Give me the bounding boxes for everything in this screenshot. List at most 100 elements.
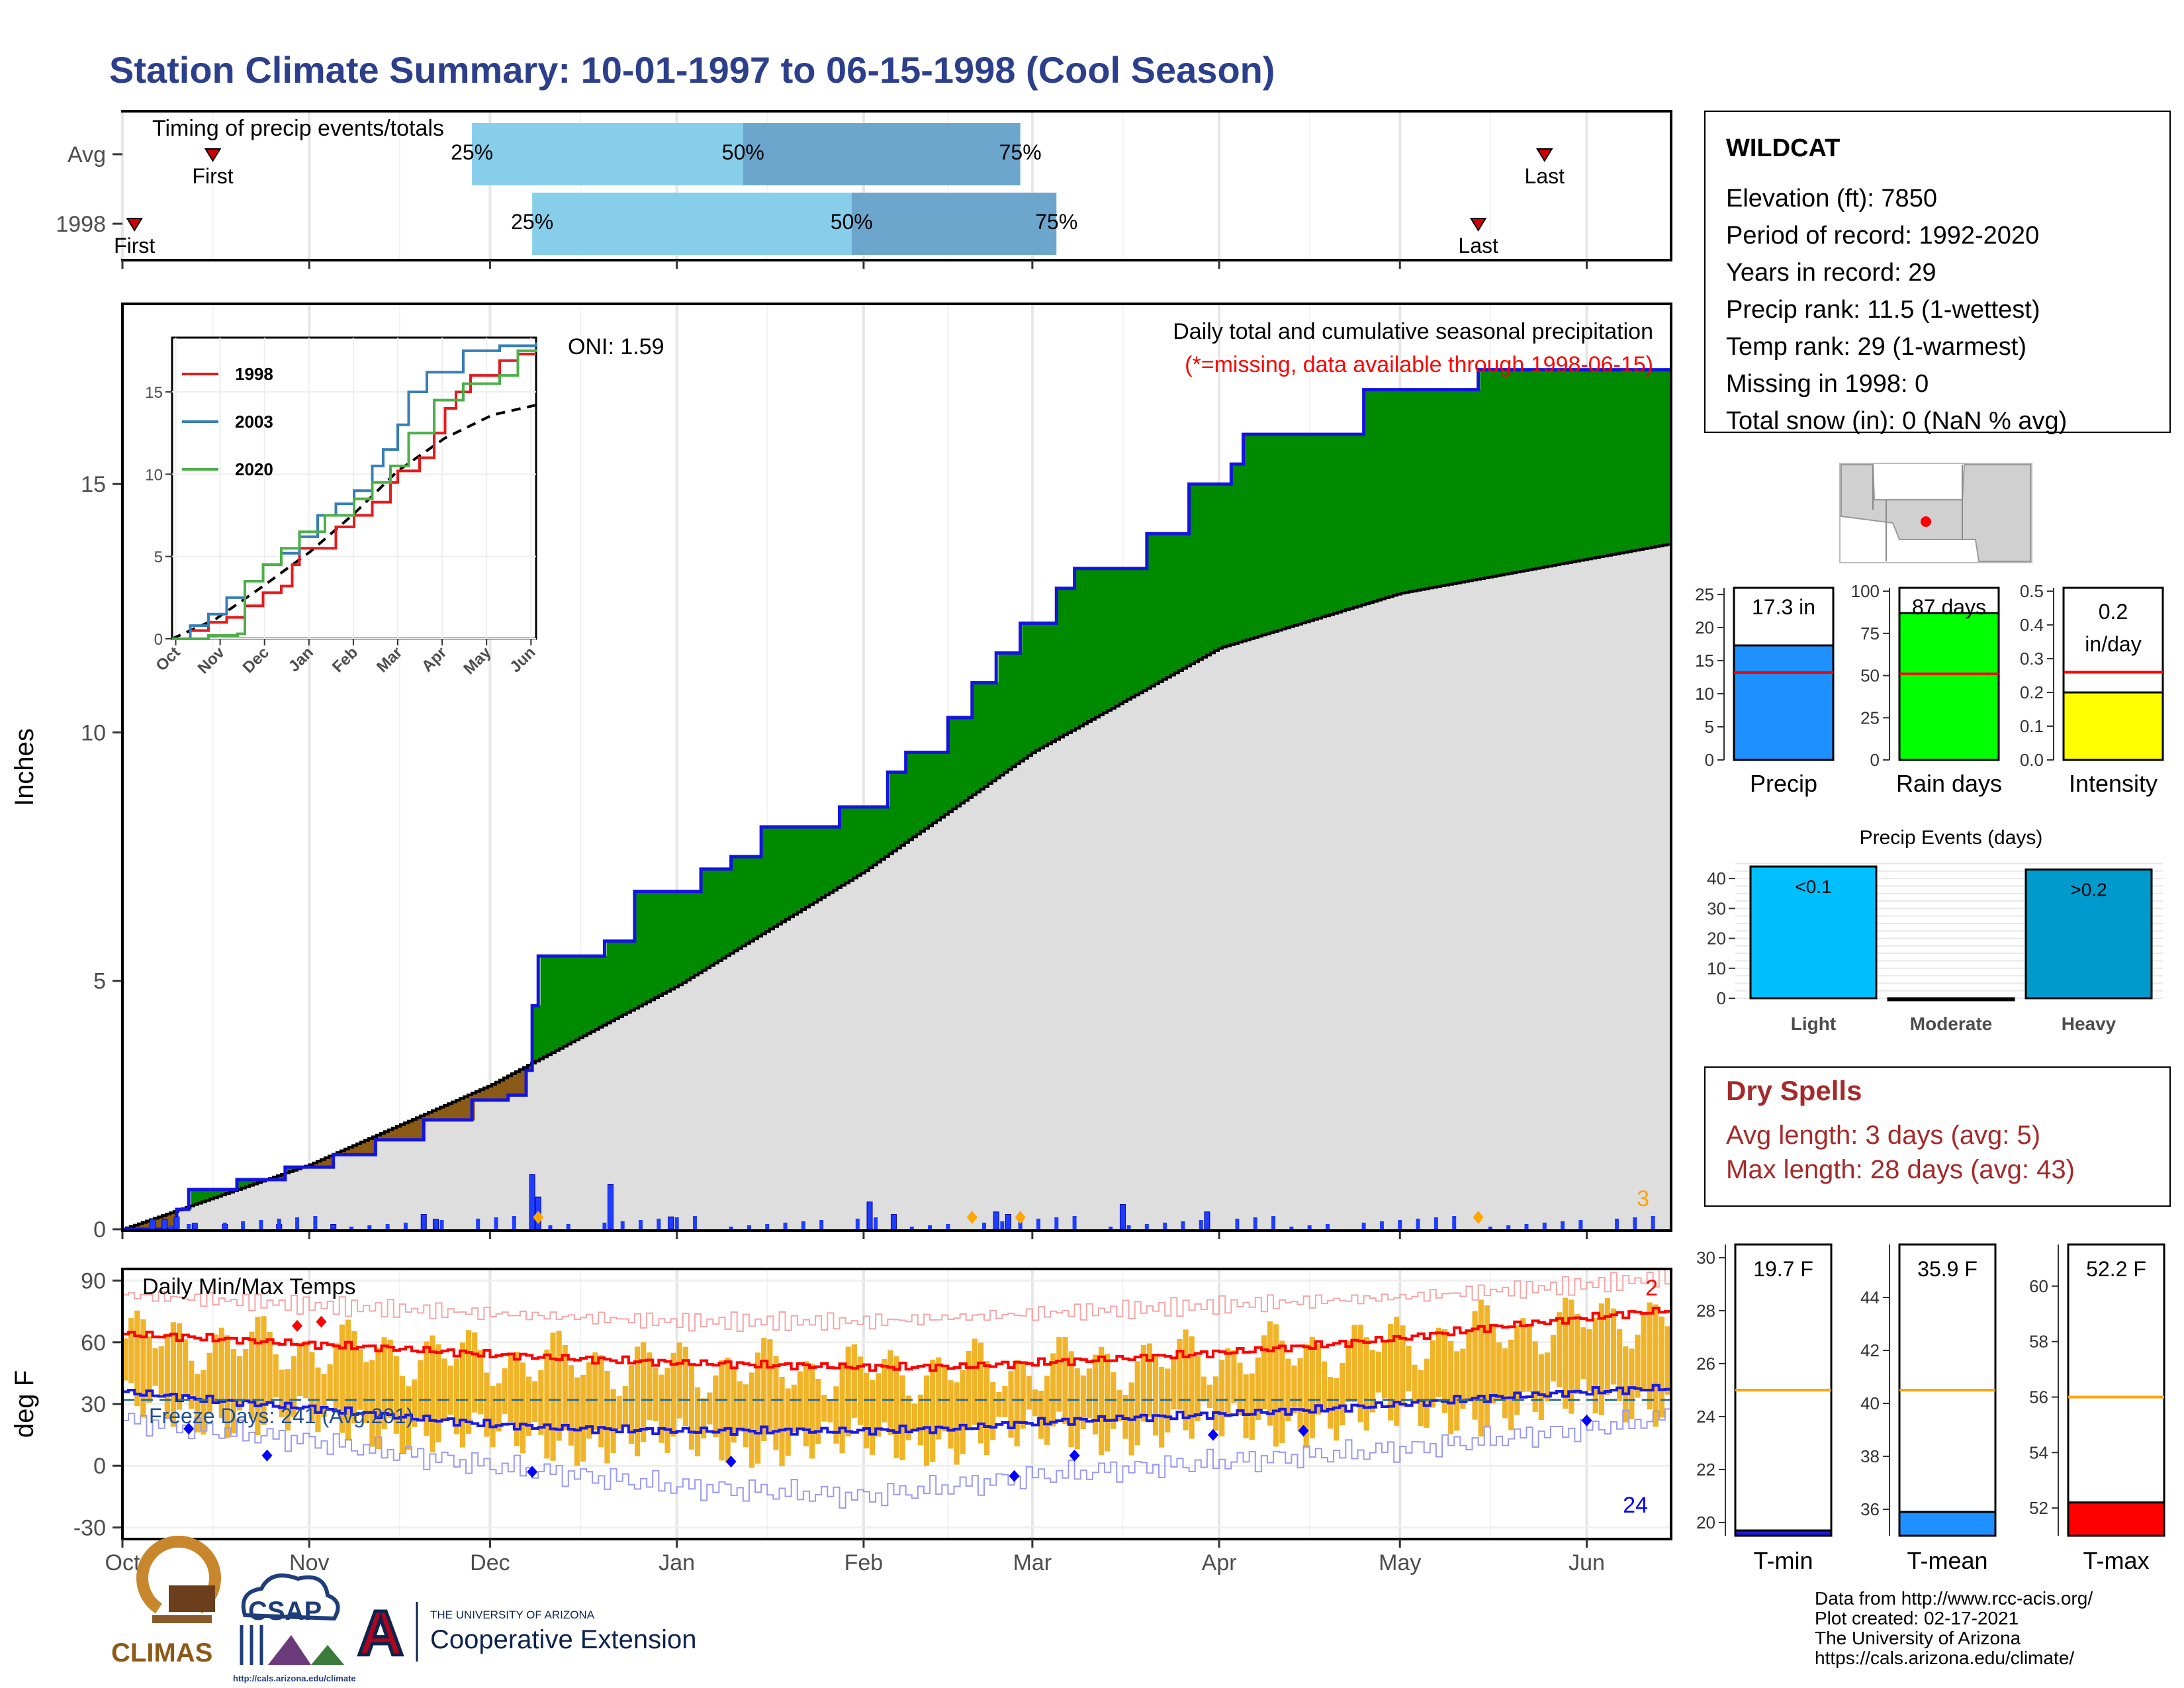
precip-heading: Daily total and cumulative seasonal prec… bbox=[1173, 319, 1653, 344]
daily-temp-bar bbox=[809, 1364, 815, 1459]
temp-y-tick-label: 60 bbox=[81, 1331, 106, 1356]
daily-temp-bar bbox=[1002, 1385, 1008, 1417]
daily-temp-bar bbox=[701, 1398, 707, 1439]
daily-precip-bar bbox=[1204, 1211, 1210, 1230]
daily-precip-bar-small bbox=[819, 1220, 824, 1229]
daily-temp-bar bbox=[1502, 1348, 1508, 1419]
daily-temp-bar bbox=[309, 1352, 315, 1421]
daily-temp-bar bbox=[393, 1356, 399, 1434]
mini-bar-tick-label: 75 bbox=[1860, 624, 1880, 643]
daily-temp-bar bbox=[1520, 1318, 1526, 1392]
daily-temp-bar bbox=[598, 1355, 604, 1448]
temp-frame bbox=[121, 1268, 1672, 1540]
daily-temp-bar bbox=[1472, 1311, 1478, 1420]
inset-frame bbox=[171, 336, 537, 640]
daily-temp-bar bbox=[285, 1369, 291, 1431]
daily-temp-bar bbox=[622, 1386, 628, 1425]
daily-temp-bar bbox=[917, 1394, 924, 1446]
events-tick-label: 10 bbox=[1707, 959, 1726, 978]
daily-precip-bar-small bbox=[909, 1227, 914, 1229]
daily-temp-bar bbox=[960, 1370, 966, 1454]
timing-first-marker bbox=[126, 218, 143, 232]
daily-temp-bar bbox=[990, 1382, 996, 1440]
daily-precip-bar-small bbox=[1109, 1227, 1113, 1229]
daily-precip-bar-small bbox=[1506, 1225, 1511, 1229]
mini-bar-tick-label: 0.0 bbox=[2020, 750, 2044, 770]
daily-temp-bar bbox=[682, 1346, 688, 1427]
state-shapes bbox=[1841, 464, 2031, 562]
temp-label: Daily Min/Max Temps bbox=[142, 1274, 355, 1299]
daily-precip-bar-small bbox=[1235, 1219, 1240, 1229]
daily-temp-bar bbox=[1604, 1298, 1611, 1395]
daily-precip-bar bbox=[608, 1184, 614, 1230]
timing-last-label: Last bbox=[1525, 164, 1565, 188]
daily-temp-bar bbox=[688, 1365, 695, 1450]
daily-temp-bar bbox=[273, 1354, 279, 1398]
daily-temp-bar bbox=[459, 1342, 466, 1448]
daily-precip-bar bbox=[668, 1216, 674, 1230]
daily-precip-bar-small bbox=[367, 1225, 372, 1229]
daily-temp-bar bbox=[923, 1375, 930, 1466]
record-low-marker bbox=[1069, 1449, 1080, 1462]
daily-temp-bar bbox=[767, 1339, 773, 1433]
daily-temp-bar bbox=[1563, 1297, 1569, 1409]
mini-bar-tick-label: 0.2 bbox=[2020, 682, 2044, 702]
daily-temp-bar bbox=[592, 1352, 598, 1430]
temp-bar-tick-label: 56 bbox=[2029, 1387, 2048, 1407]
daily-temp-bar bbox=[1375, 1351, 1382, 1393]
mini-bar-tick-label: 100 bbox=[1851, 581, 1880, 601]
daily-temp-bar bbox=[1351, 1325, 1357, 1403]
temp-bar-tick-label: 28 bbox=[1696, 1301, 1715, 1321]
daily-temp-bar bbox=[484, 1372, 490, 1437]
mini-bar-label: Intensity bbox=[2069, 770, 2158, 797]
daily-precip-bar-small bbox=[1633, 1217, 1637, 1229]
events-bar bbox=[1749, 865, 1878, 1000]
daily-temp-bar bbox=[526, 1376, 532, 1436]
daily-temp-bar bbox=[1303, 1344, 1309, 1448]
summary-bar-charts: 0 5 10 15 20 25 17.3 in Precip 0 25 50 75 100 87 days… bbox=[1695, 581, 2164, 797]
temp-bar-tick-label: 60 bbox=[2029, 1276, 2048, 1296]
daily-temp-bar bbox=[345, 1319, 351, 1441]
csap-logo-text: CSAP bbox=[248, 1597, 322, 1626]
daily-temp-bar bbox=[224, 1335, 230, 1438]
temp-y-tick-label: -30 bbox=[73, 1515, 106, 1540]
daily-precip-bar-small bbox=[801, 1221, 805, 1229]
daily-temp-bar bbox=[1664, 1326, 1671, 1395]
daily-temp-bar bbox=[1080, 1375, 1086, 1430]
daily-temp-bar bbox=[1249, 1373, 1255, 1440]
daily-temp-bar bbox=[803, 1361, 809, 1446]
daily-precip-bar-small bbox=[259, 1220, 263, 1229]
timing-q50-q75-bar bbox=[743, 123, 1021, 185]
station-info: WILDCAT Elevation (ft): 7850 Period of re… bbox=[1704, 111, 2171, 435]
daily-precip-bar-small bbox=[512, 1216, 516, 1229]
daily-precip-bar-small bbox=[548, 1225, 553, 1229]
daily-temp-bar bbox=[1653, 1304, 1659, 1427]
temp-bar-tick-label: 42 bbox=[1860, 1340, 1880, 1360]
daily-temp-bar bbox=[502, 1368, 508, 1414]
daily-temp-bar bbox=[218, 1327, 224, 1419]
daily-temp-bar bbox=[1092, 1354, 1099, 1434]
mini-bar-value-label: 87 days bbox=[1912, 595, 1986, 619]
daily-precip-bar-small bbox=[855, 1219, 860, 1229]
daily-temp-bar bbox=[1569, 1299, 1574, 1414]
daily-temp-bar bbox=[291, 1356, 297, 1417]
daily-temp-bar bbox=[659, 1374, 664, 1443]
daily-temp-bar bbox=[122, 1338, 128, 1381]
daily-temp-bar bbox=[749, 1372, 755, 1468]
temp-bar-value bbox=[1734, 1529, 1833, 1537]
daily-temp-bar bbox=[1647, 1302, 1653, 1410]
daily-temp-bar bbox=[158, 1346, 164, 1395]
daily-precip-bar bbox=[173, 1216, 180, 1230]
daily-temp-bar bbox=[833, 1386, 839, 1444]
events-tick-label: 0 bbox=[1717, 988, 1726, 1008]
daily-precip-bar-small bbox=[422, 1221, 426, 1229]
daily-temp-bar bbox=[556, 1331, 562, 1441]
mini-bar-tick-label: 5 bbox=[1705, 717, 1714, 737]
daily-temp-bar bbox=[418, 1360, 424, 1419]
inset-y-tick-label: 0 bbox=[154, 631, 163, 649]
footer: Data from http://www.rcc-acis.org/Plot c… bbox=[111, 1535, 2093, 1683]
uofa-letter: A bbox=[357, 1598, 403, 1669]
daily-temp-bar bbox=[1369, 1350, 1375, 1413]
daily-temp-bar bbox=[839, 1364, 845, 1454]
